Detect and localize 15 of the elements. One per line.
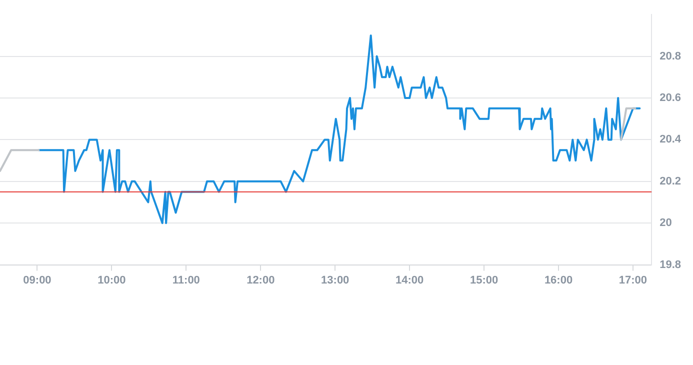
x-tick-label: 13:00 <box>321 274 350 286</box>
x-tick-label: 12:00 <box>246 274 275 286</box>
y-tick-label: 20.2 <box>660 175 682 188</box>
x-tick-label: 10:00 <box>98 274 126 286</box>
y-tick-label: 19.8 <box>660 258 682 271</box>
x-tick-label: 16:00 <box>544 274 573 286</box>
y-tick-label: 20 <box>660 217 672 230</box>
x-tick-label: 14:00 <box>396 274 424 286</box>
x-tick-label: 17:00 <box>618 274 648 286</box>
y-tick-label: 20.6 <box>660 92 682 104</box>
x-tick-label: 09:00 <box>23 274 52 286</box>
y-tick-label: 20.4 <box>660 134 682 146</box>
x-tick-label: 15:00 <box>470 274 498 286</box>
y-tick-label: 20.8 <box>660 50 682 62</box>
x-tick-label: 11:00 <box>172 274 200 286</box>
